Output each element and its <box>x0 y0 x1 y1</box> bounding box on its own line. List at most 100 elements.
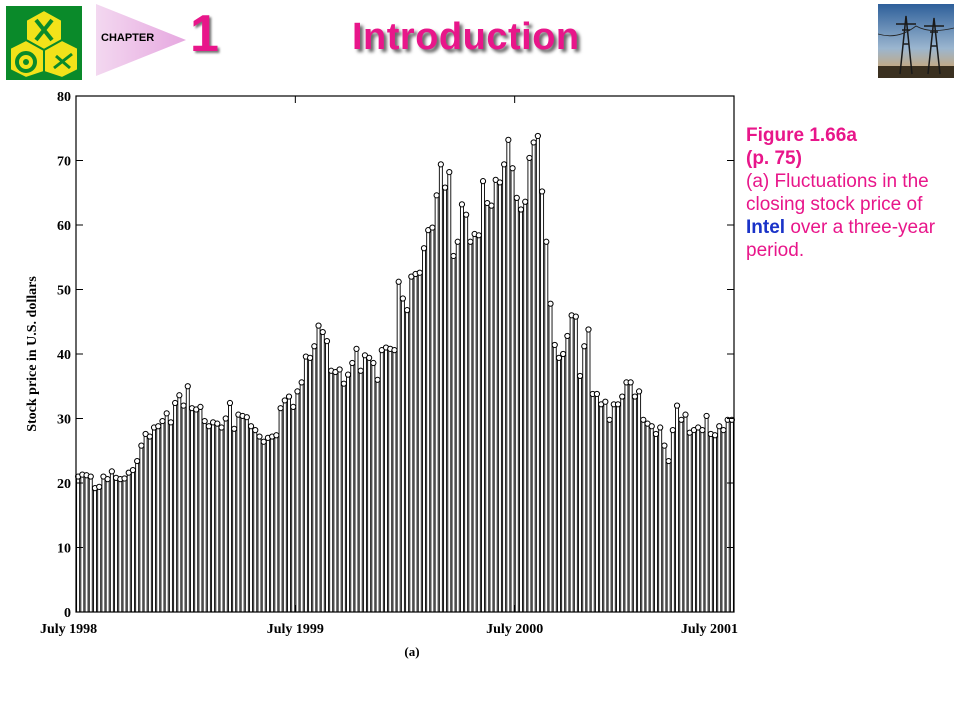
bar <box>413 273 418 613</box>
data-point <box>602 398 609 405</box>
x-tick-label: July 1998 <box>40 622 97 637</box>
x-tick-label: July 1999 <box>267 622 324 637</box>
bar <box>603 401 608 613</box>
data-point <box>699 427 706 434</box>
bar <box>396 281 401 613</box>
data-point <box>285 393 293 400</box>
bar <box>177 394 182 613</box>
y-tick-label: 60 <box>57 219 71 234</box>
data-point <box>180 402 187 409</box>
bar <box>316 325 321 613</box>
data-point <box>205 423 212 430</box>
bar <box>464 214 469 613</box>
data-point <box>479 178 487 185</box>
data-point <box>463 211 470 218</box>
bar <box>687 432 692 613</box>
bar <box>375 379 380 613</box>
data-point <box>661 442 668 449</box>
data-point <box>433 192 440 199</box>
data-point <box>564 332 571 340</box>
data-point <box>593 390 601 398</box>
data-point <box>374 376 381 383</box>
data-point <box>323 338 331 345</box>
data-point <box>640 416 647 423</box>
data-point <box>441 184 449 191</box>
bar <box>88 476 93 613</box>
bar <box>666 460 671 613</box>
bar <box>198 406 203 613</box>
bar <box>236 414 241 613</box>
data-point <box>450 252 457 260</box>
bar <box>729 419 734 613</box>
bar <box>607 419 612 613</box>
bar <box>670 429 675 613</box>
bar <box>514 197 519 613</box>
data-point <box>501 161 508 168</box>
engineering-emblem-icon <box>6 6 82 80</box>
data-point <box>370 359 377 367</box>
bar <box>388 348 393 613</box>
data-point <box>429 224 436 231</box>
data-point <box>243 414 250 421</box>
data-point <box>458 201 466 208</box>
bar <box>527 157 532 613</box>
data-point <box>555 354 563 361</box>
data-point <box>496 179 503 186</box>
data-point <box>172 399 179 407</box>
bar <box>540 191 545 613</box>
data-point <box>201 417 208 425</box>
bar <box>535 135 540 613</box>
bar <box>451 255 456 613</box>
data-point <box>543 238 550 245</box>
bar <box>105 478 110 613</box>
bar <box>590 393 595 613</box>
bar <box>354 348 359 613</box>
data-point <box>437 161 444 168</box>
data-point <box>678 416 685 423</box>
bar <box>552 344 557 613</box>
data-point <box>636 388 643 395</box>
data-point <box>576 372 584 380</box>
bar <box>624 381 629 613</box>
bar <box>422 247 426 613</box>
bar <box>215 423 220 613</box>
bar <box>645 423 650 613</box>
data-point <box>336 366 343 373</box>
data-point <box>298 379 305 386</box>
data-point <box>129 467 137 474</box>
bar <box>594 393 599 613</box>
data-point <box>711 432 719 439</box>
caption-text: (a) Fluctuations in the closing stock pr… <box>746 170 946 262</box>
bar <box>658 427 663 613</box>
bar <box>202 420 207 613</box>
bar <box>683 414 688 613</box>
data-point <box>505 136 512 143</box>
bar <box>101 476 106 613</box>
data-point <box>606 416 613 423</box>
data-point <box>585 326 592 333</box>
data-point <box>446 169 453 176</box>
data-point <box>184 383 191 390</box>
data-point <box>614 401 622 408</box>
bar <box>506 139 511 613</box>
bar <box>240 415 245 613</box>
data-point <box>560 350 567 358</box>
bar <box>223 418 228 613</box>
bar <box>341 383 346 613</box>
data-point <box>534 132 541 140</box>
data-point <box>673 402 681 409</box>
bar <box>278 407 283 613</box>
data-point <box>315 322 322 329</box>
data-point <box>488 202 495 209</box>
data-point <box>108 468 115 475</box>
data-point <box>526 154 533 162</box>
data-point <box>517 206 525 213</box>
bar <box>371 362 376 613</box>
bar <box>447 171 452 613</box>
bar <box>628 381 633 613</box>
data-point <box>648 423 655 430</box>
bar <box>118 478 123 613</box>
data-point <box>420 245 428 252</box>
data-point <box>311 343 318 350</box>
